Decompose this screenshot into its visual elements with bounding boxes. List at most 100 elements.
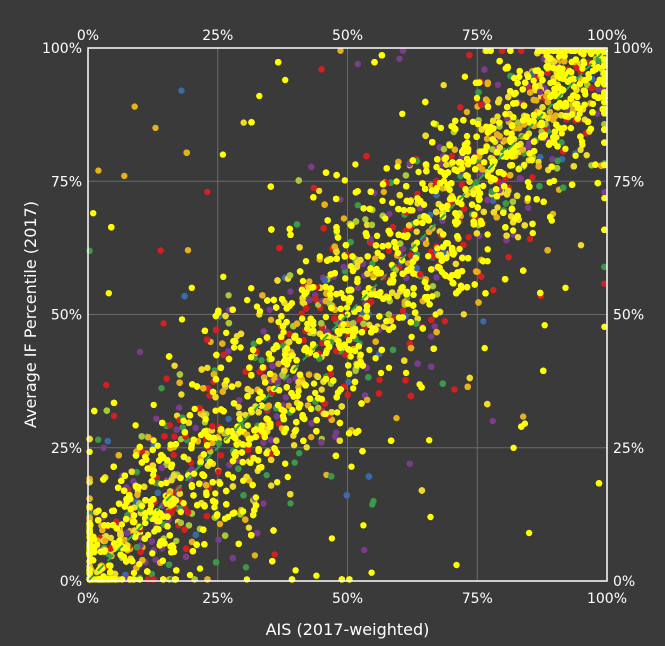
data-point xyxy=(131,527,138,534)
data-point xyxy=(441,318,449,325)
data-point xyxy=(516,73,523,81)
data-point xyxy=(298,310,305,317)
data-point xyxy=(286,272,294,279)
data-point xyxy=(239,441,246,448)
data-point xyxy=(489,417,496,425)
data-point xyxy=(526,235,534,243)
data-point xyxy=(200,385,207,392)
data-point xyxy=(535,158,542,166)
data-point xyxy=(333,248,340,256)
data-point xyxy=(595,58,602,65)
data-point xyxy=(281,367,288,374)
data-point xyxy=(289,406,296,414)
data-point xyxy=(396,55,403,62)
data-point xyxy=(191,405,198,413)
data-point xyxy=(337,47,344,54)
data-point xyxy=(242,368,249,375)
data-point xyxy=(183,149,190,156)
data-point xyxy=(117,531,124,539)
data-point xyxy=(322,410,329,418)
data-point xyxy=(149,550,156,557)
data-point xyxy=(422,132,429,139)
data-point xyxy=(310,184,318,192)
data-point xyxy=(171,433,178,440)
data-point xyxy=(494,81,502,89)
data-point xyxy=(494,204,501,211)
data-point xyxy=(105,290,113,297)
data-point xyxy=(572,152,579,159)
data-point xyxy=(326,291,334,298)
data-point xyxy=(147,502,155,510)
data-point xyxy=(237,330,245,337)
data-point xyxy=(601,121,608,128)
data-point xyxy=(222,312,229,320)
data-point xyxy=(484,400,491,408)
data-point xyxy=(360,522,367,529)
data-point xyxy=(493,214,500,221)
data-point xyxy=(341,253,348,260)
data-point xyxy=(342,275,349,282)
data-point xyxy=(176,404,183,411)
data-point xyxy=(369,501,376,508)
data-point xyxy=(178,391,185,398)
data-point xyxy=(457,104,464,111)
data-point xyxy=(521,161,528,169)
data-point xyxy=(312,352,320,359)
data-point xyxy=(525,139,533,147)
data-point xyxy=(245,435,252,443)
data-point xyxy=(287,500,294,507)
data-point xyxy=(308,433,315,441)
data-point xyxy=(303,305,310,312)
data-point xyxy=(535,163,542,170)
data-point xyxy=(284,345,291,352)
data-point xyxy=(402,377,409,384)
data-point xyxy=(310,380,318,387)
data-point xyxy=(526,89,534,96)
data-point xyxy=(385,294,392,301)
data-point xyxy=(318,386,325,393)
data-point xyxy=(466,374,473,382)
data-point xyxy=(242,564,250,571)
data-point xyxy=(121,172,128,180)
data-point xyxy=(379,197,386,204)
data-point xyxy=(601,280,608,287)
data-point xyxy=(483,135,491,142)
data-point xyxy=(429,283,437,290)
data-point xyxy=(347,353,354,360)
data-point xyxy=(427,513,434,521)
data-point xyxy=(382,215,389,222)
data-point xyxy=(501,137,508,144)
data-point xyxy=(414,360,421,367)
data-point xyxy=(583,152,590,159)
data-point xyxy=(334,409,341,416)
data-point xyxy=(460,311,467,318)
data-point xyxy=(306,278,313,285)
data-point xyxy=(173,537,180,545)
data-point xyxy=(405,222,413,229)
data-point xyxy=(308,163,315,171)
data-point xyxy=(268,482,275,489)
data-point xyxy=(176,490,183,497)
data-point xyxy=(366,346,373,354)
data-point xyxy=(107,534,115,542)
data-point xyxy=(484,79,491,86)
data-point xyxy=(433,208,440,216)
data-point xyxy=(561,58,568,65)
data-point xyxy=(440,81,447,89)
data-point xyxy=(546,108,554,116)
data-point xyxy=(507,172,514,179)
data-point xyxy=(413,265,420,272)
data-point xyxy=(315,404,322,412)
data-point xyxy=(537,153,544,161)
data-point xyxy=(293,221,301,228)
data-point xyxy=(573,64,580,72)
data-point xyxy=(132,422,139,429)
data-point xyxy=(562,284,569,291)
data-point xyxy=(331,243,338,250)
data-point xyxy=(502,175,509,183)
data-point xyxy=(380,188,387,196)
data-point xyxy=(518,47,525,54)
data-point xyxy=(95,167,102,174)
data-point xyxy=(416,271,424,278)
data-point xyxy=(322,313,330,321)
